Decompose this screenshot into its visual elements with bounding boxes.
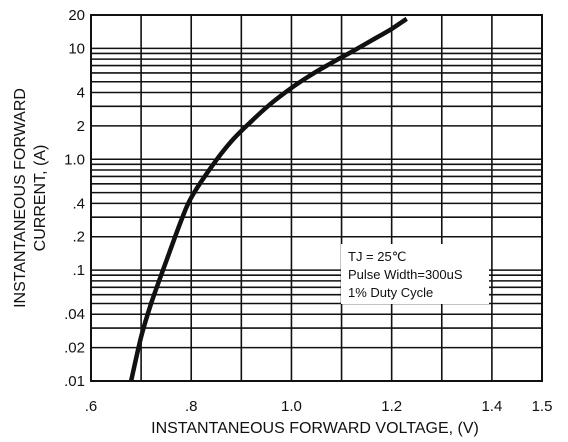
y-tick-label: .04	[64, 306, 85, 323]
y-axis-title-line-2: CURRENT, (A)	[32, 145, 49, 252]
x-tick-label: 1.2	[381, 398, 402, 415]
y-tick-label: 10	[68, 40, 85, 57]
annotation-temperature: TJ = 25℃	[348, 249, 406, 264]
annotation-duty-cycle: 1% Duty Cycle	[348, 285, 433, 300]
y-tick-label: 4	[77, 84, 85, 101]
x-tick-label: 1.4	[481, 398, 502, 415]
annotation-pulse-width: Pulse Width=300uS	[348, 267, 463, 282]
forward-current-curve	[128, 16, 408, 382]
y-tick-label: .4	[72, 195, 85, 212]
x-tick-label: .8	[185, 398, 198, 415]
tick-labels: .6 .8 1.0 1.2 1.4 1.5 20 10 4 2 1.0 .4 .2 .1 .04 .02 .01	[64, 7, 552, 415]
test-conditions-annotation: TJ = 25℃ Pulse Width=300uS 1% Duty Cycle	[341, 244, 489, 304]
y-tick-label: .02	[64, 340, 85, 357]
y-tick-label: 2	[77, 118, 85, 135]
y-tick-label: .2	[72, 229, 85, 246]
y-tick-label: 20	[68, 7, 85, 24]
plot-frame	[90, 14, 543, 382]
y-tick-label: 1.0	[64, 151, 85, 168]
y-tick-label: .01	[64, 373, 85, 390]
curve-layer	[128, 16, 408, 382]
y-tick-label: .1	[72, 262, 85, 279]
annotation-background	[341, 244, 489, 304]
x-tick-label: 1.5	[532, 398, 553, 415]
x-tick-label: .6	[85, 398, 98, 415]
x-tick-label: 1.0	[281, 398, 302, 415]
x-axis-title: INSTANTANEOUS FORWARD VOLTAGE, (V)	[151, 420, 479, 437]
y-axis-title-line-1: INSTANTANEOUS FORWARD	[12, 88, 29, 308]
y-axis-title: INSTANTANEOUS FORWARD CURRENT, (A)	[12, 88, 49, 308]
